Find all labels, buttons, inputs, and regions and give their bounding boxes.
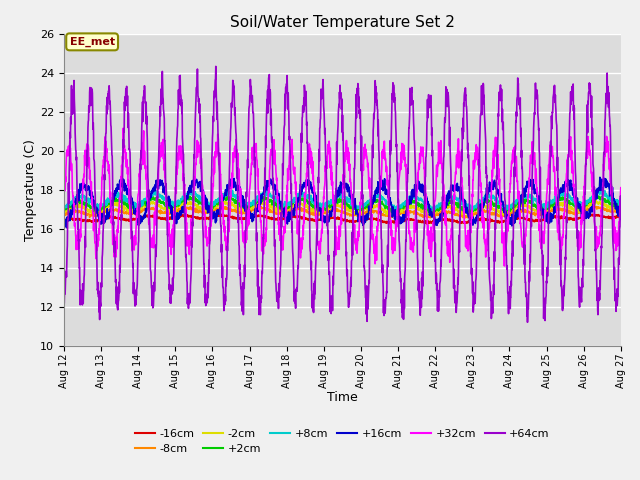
-2cm	[464, 213, 472, 219]
+16cm	[60, 211, 68, 217]
X-axis label: Time: Time	[327, 391, 358, 404]
+32cm	[499, 229, 506, 235]
Legend: -16cm, -8cm, -2cm, +2cm, +8cm, +16cm, +32cm, +64cm: -16cm, -8cm, -2cm, +2cm, +8cm, +16cm, +3…	[131, 424, 554, 458]
+2cm	[316, 204, 324, 210]
-8cm	[601, 206, 609, 212]
+64cm	[331, 212, 339, 217]
-2cm	[601, 201, 609, 207]
+2cm	[60, 205, 68, 211]
Line: -2cm: -2cm	[64, 200, 621, 216]
+32cm	[601, 153, 609, 159]
Line: +8cm: +8cm	[64, 190, 621, 212]
+16cm	[602, 176, 609, 182]
+64cm	[601, 118, 609, 124]
+32cm	[602, 147, 609, 153]
-2cm	[60, 208, 68, 214]
-8cm	[499, 212, 506, 217]
-8cm	[617, 206, 625, 212]
+8cm	[602, 193, 609, 199]
+2cm	[617, 201, 625, 207]
-16cm	[316, 217, 324, 223]
+2cm	[602, 197, 609, 203]
-16cm	[424, 221, 431, 227]
+8cm	[316, 203, 324, 208]
-8cm	[461, 216, 468, 221]
Text: EE_met: EE_met	[70, 37, 115, 47]
+32cm	[60, 188, 68, 193]
+2cm	[331, 198, 339, 204]
+16cm	[596, 174, 604, 180]
+16cm	[331, 202, 339, 207]
+8cm	[331, 194, 339, 200]
-16cm	[215, 211, 223, 217]
+16cm	[316, 208, 324, 214]
-16cm	[499, 218, 507, 224]
+2cm	[88, 205, 96, 211]
+64cm	[524, 319, 531, 325]
+16cm	[601, 182, 609, 188]
+64cm	[212, 63, 220, 69]
-8cm	[88, 212, 96, 217]
Line: +2cm: +2cm	[64, 196, 621, 215]
-2cm	[316, 209, 324, 215]
+2cm	[499, 206, 507, 212]
+64cm	[88, 90, 96, 96]
Line: +64cm: +64cm	[64, 66, 621, 322]
+8cm	[601, 188, 609, 193]
+16cm	[89, 193, 97, 199]
-16cm	[60, 218, 68, 224]
+32cm	[331, 229, 339, 235]
+8cm	[595, 187, 603, 192]
-16cm	[331, 215, 339, 220]
-16cm	[601, 214, 609, 219]
Line: +16cm: +16cm	[64, 177, 621, 228]
+16cm	[617, 216, 625, 222]
+32cm	[88, 203, 96, 208]
+32cm	[500, 263, 508, 269]
-8cm	[331, 206, 339, 212]
-16cm	[88, 218, 96, 224]
+32cm	[120, 125, 127, 131]
-8cm	[602, 206, 609, 212]
+32cm	[617, 185, 625, 191]
-8cm	[591, 204, 599, 209]
+64cm	[60, 303, 68, 309]
+64cm	[499, 127, 506, 132]
+32cm	[316, 251, 324, 257]
+2cm	[189, 193, 197, 199]
+64cm	[617, 196, 625, 202]
-8cm	[60, 212, 68, 218]
Y-axis label: Temperature (C): Temperature (C)	[24, 139, 37, 240]
-8cm	[316, 211, 324, 216]
+16cm	[63, 225, 71, 231]
+8cm	[499, 203, 506, 208]
+8cm	[430, 209, 438, 215]
-2cm	[499, 211, 506, 216]
-16cm	[602, 214, 609, 220]
+2cm	[601, 196, 609, 202]
Line: -16cm: -16cm	[64, 214, 621, 224]
-2cm	[592, 197, 600, 203]
+64cm	[316, 117, 324, 122]
Line: -8cm: -8cm	[64, 206, 621, 218]
Line: +32cm: +32cm	[64, 128, 621, 266]
-2cm	[331, 202, 339, 207]
+8cm	[88, 199, 96, 205]
+16cm	[499, 199, 506, 204]
-16cm	[617, 212, 625, 217]
-2cm	[88, 211, 96, 216]
-2cm	[602, 202, 609, 208]
+64cm	[602, 116, 609, 122]
Title: Soil/Water Temperature Set 2: Soil/Water Temperature Set 2	[230, 15, 455, 30]
+8cm	[60, 206, 68, 212]
+2cm	[392, 212, 399, 217]
+8cm	[617, 199, 625, 204]
-2cm	[617, 204, 625, 210]
